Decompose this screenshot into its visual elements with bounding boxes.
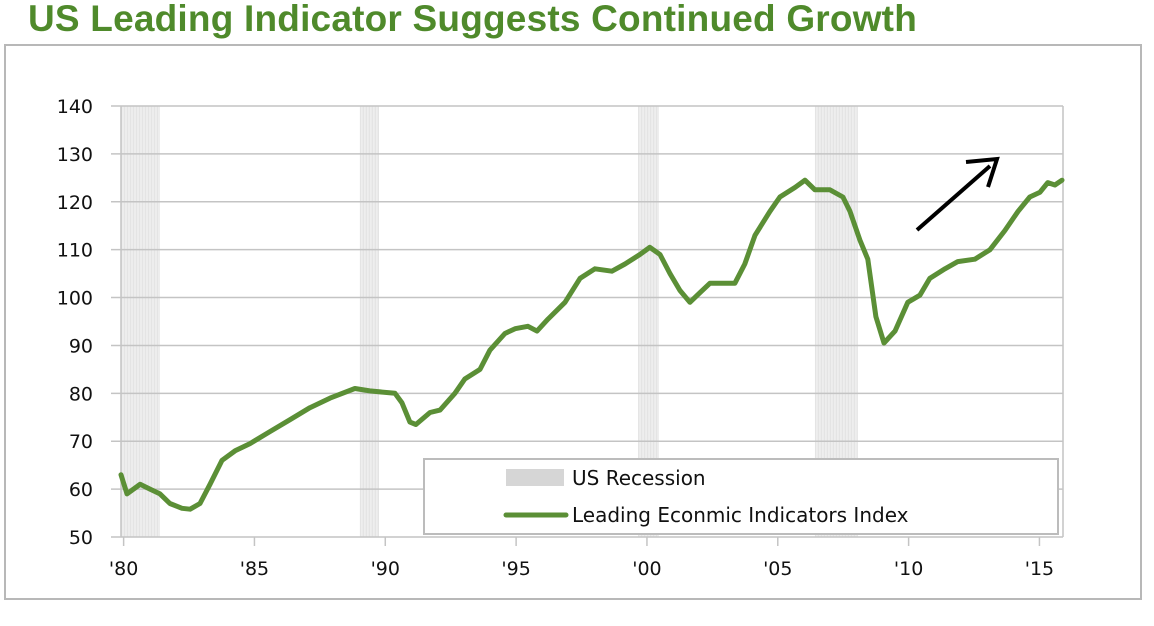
x-tick-label: '80: [109, 558, 138, 580]
x-tick-label: '85: [240, 558, 269, 580]
legend-label-index: Leading Econmic Indicators Index: [572, 503, 909, 527]
y-axis: 50 60 70 80 90 100 110 120 130 140: [57, 96, 93, 549]
recession-bands: [121, 106, 858, 537]
x-tick-label: '10: [894, 558, 923, 580]
y-tick-label: 100: [57, 288, 93, 310]
y-tick-label: 50: [69, 527, 93, 549]
arrow-shaft: [915, 164, 992, 232]
series-line-leading-indicators: [118, 177, 1065, 512]
y-tick-label: 90: [69, 335, 93, 357]
chart-title: US Leading Indicator Suggests Continued …: [28, 0, 917, 39]
x-tick-label: '15: [1025, 558, 1054, 580]
x-tick-label: '95: [501, 558, 530, 580]
recession-band: [359, 106, 380, 537]
chart-frame: [4, 44, 1142, 600]
y-tick-label: 80: [69, 383, 93, 405]
x-axis: '80 '85 '90 '95 '00 '05 '10 '15: [109, 537, 1054, 580]
y-tick-label: 70: [69, 431, 93, 453]
legend-label-recession: US Recession: [572, 466, 706, 490]
legend: US Recession Leading Econmic Indicators …: [423, 458, 1059, 535]
y-tick-label: 120: [57, 192, 93, 214]
x-tick-label: '00: [632, 558, 661, 580]
x-tick-label: '05: [763, 558, 792, 580]
arrow-head-icon: [965, 156, 1000, 188]
y-tick-label: 130: [57, 144, 93, 166]
recession-band: [121, 106, 160, 537]
y-tick-label: 60: [69, 479, 93, 501]
legend-swatch-recession: [506, 469, 564, 486]
y-tick-label: 110: [57, 240, 93, 262]
y-tick-label: 140: [57, 96, 93, 118]
x-tick-label: '90: [371, 558, 400, 580]
trend-arrow: [915, 156, 1000, 232]
